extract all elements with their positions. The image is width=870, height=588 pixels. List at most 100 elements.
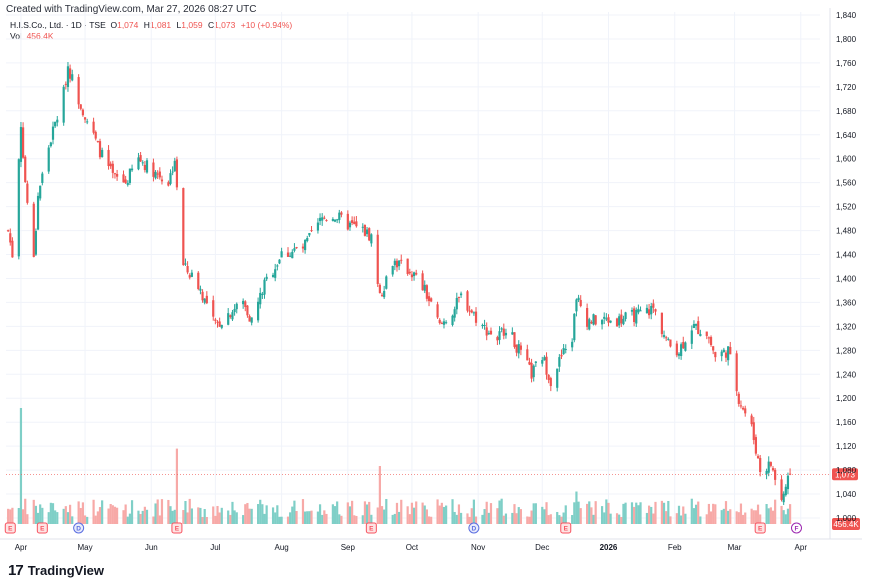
price-tick-label: 1,440 [836,251,857,260]
candle-body [68,68,72,79]
candle-body [56,119,59,123]
volume-bar [735,511,738,524]
volume-bar [406,506,409,524]
volume-bar [530,510,533,524]
volume-bar [263,513,266,524]
legend-vol-label: Vol [10,31,22,41]
volume-bar [173,509,176,524]
candle-body [759,457,762,473]
earnings-marker-label: E [564,526,569,533]
candle-body [637,308,640,313]
volume-bar [7,508,10,524]
candle-body [115,173,119,177]
volume-bar [331,504,334,524]
candle-body [126,183,129,185]
volume-bar [485,501,488,524]
candle-body [677,353,681,356]
volume-bar [286,516,290,524]
candle-body [152,162,155,177]
price-tick-label: 1,040 [836,490,857,499]
volume-bar [558,515,561,524]
candle-body [246,305,249,316]
volume-bar [759,514,762,524]
volume-bar [515,513,518,524]
candle-body [122,174,125,183]
candle-body [709,337,713,346]
candle-body [370,234,373,244]
volume-bar [699,516,702,524]
legend-symbol[interactable]: H.I.S.Co., Ltd. · 1D · TSE [10,20,106,30]
volume-bar [692,508,696,524]
candle-body [36,195,40,230]
candle-body [654,309,657,312]
volume-bar [355,515,358,524]
candle-body [600,320,604,325]
candle-body [96,141,99,143]
volume-bar [306,511,309,524]
volume-bar [212,506,215,524]
volume-bar [244,504,247,524]
volume-bar [380,506,384,524]
legend-low-label: L [176,20,182,30]
volume-bar [274,512,277,524]
time-axis[interactable]: Apr May Jun Jul Aug Sep Oct Nov Dec 2026 Feb Mar Apr [15,543,808,552]
volume-bar [457,504,461,524]
candle-body [618,316,621,326]
volume-bar [451,499,454,524]
volume-bar [280,516,283,524]
volume-bar [425,509,428,524]
volume-bar [218,512,221,524]
candle-body [333,219,337,222]
candle-body [244,301,247,307]
legend-close-value: 1,073 [214,20,236,30]
volume-bar [622,503,625,524]
candle-body [171,171,174,173]
volume-bar [564,505,567,524]
volume-bar [466,513,469,524]
volume-bar [714,504,717,524]
volume-bar [618,514,621,524]
volume-bar [684,513,687,524]
volume-bar [190,508,193,524]
price-axis[interactable]: 1,840 1,800 1,760 1,720 1,680 1,640 1,600 1,560… [836,11,857,523]
candle-body [216,321,219,323]
volume-bar [261,504,264,524]
candle-body [318,217,322,222]
price-tick-label: 1,840 [836,11,857,20]
volume-bar [526,516,529,524]
dividend-marker [73,522,85,534]
candle-body [130,168,134,171]
price-tick-label: 1,200 [836,394,857,403]
candle-body [680,344,683,357]
candle-body [771,468,775,471]
candle-body [295,246,298,249]
legend-open-label: O [110,20,118,30]
candle-body [727,346,730,361]
volume-bar [575,491,578,524]
dividend-marker [468,522,480,534]
candle-body [233,308,236,313]
volume-bar [592,514,595,524]
volume-bar [19,408,23,524]
candle-body [169,173,172,184]
candle-body [692,323,696,328]
candles [7,62,792,505]
volume-bar [690,498,693,524]
volume-bar [94,515,97,524]
volume-bar [145,509,149,524]
volume-bar [26,514,29,524]
time-tick-label: Apr [795,543,808,552]
candle-body [609,320,612,323]
volume-bar [620,516,623,524]
volume-bar [169,506,172,524]
legend-close-label: C [207,20,215,30]
volume-bar [246,502,249,524]
candle-body [662,335,666,337]
volume-bar [248,508,251,524]
volume-bar [607,502,610,524]
legend-open-value: 1,074 [117,20,139,30]
candle-body [77,77,80,105]
candle-body [741,407,745,410]
